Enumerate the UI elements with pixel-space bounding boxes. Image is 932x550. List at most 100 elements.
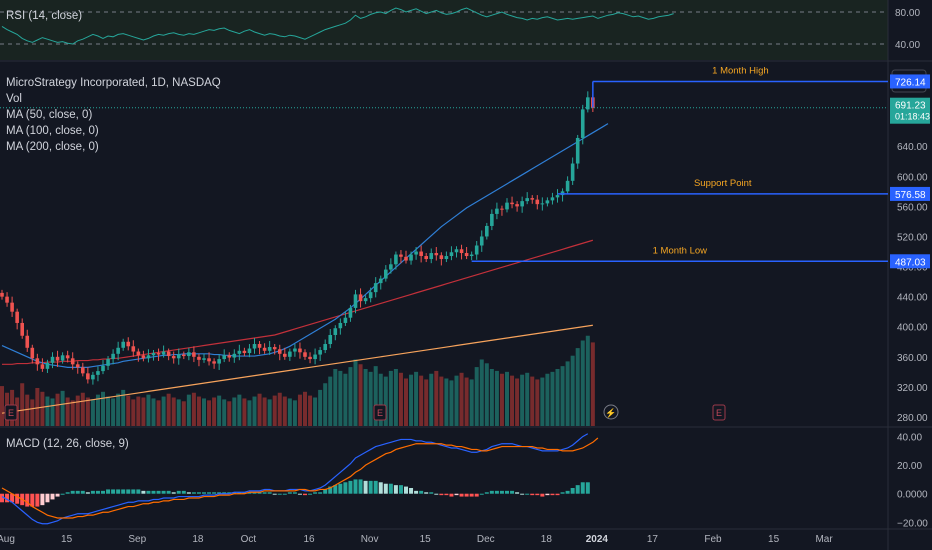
candle-body[interactable] (389, 264, 393, 270)
candle-body[interactable] (65, 355, 70, 359)
candle-body[interactable] (60, 355, 65, 361)
candle-body[interactable] (96, 371, 100, 375)
candle-body[interactable] (500, 208, 504, 210)
candle-body[interactable] (409, 254, 413, 261)
candle-body[interactable] (161, 351, 166, 355)
earnings-marker[interactable] (4, 404, 18, 421)
candle-body[interactable] (288, 351, 292, 357)
candle-body[interactable] (5, 296, 9, 303)
candle-body[interactable] (525, 198, 529, 202)
candle-body[interactable] (520, 201, 524, 207)
candle-body[interactable] (353, 294, 358, 308)
candle-body[interactable] (429, 253, 434, 260)
candle-body[interactable] (348, 307, 353, 318)
candle-body[interactable] (404, 256, 408, 261)
candle-body[interactable] (373, 283, 378, 293)
candle-body[interactable] (363, 298, 368, 302)
candle-body[interactable] (570, 163, 575, 181)
candle-body[interactable] (10, 302, 14, 312)
candle-body[interactable] (151, 353, 156, 356)
candle-body[interactable] (444, 256, 449, 260)
ma200-indicator-label[interactable]: MA (200, close, 0) (6, 141, 99, 153)
candle-body[interactable] (414, 251, 418, 255)
candle-body[interactable] (267, 347, 272, 351)
candle-body[interactable] (464, 253, 469, 257)
candle-body[interactable] (207, 358, 211, 362)
candle-body[interactable] (146, 355, 151, 359)
candle-body[interactable] (222, 355, 226, 360)
candle-body[interactable] (313, 354, 317, 360)
candle-body[interactable] (101, 365, 105, 372)
candle-body[interactable] (459, 249, 464, 254)
candle-body[interactable] (25, 335, 30, 348)
ma50-indicator-label[interactable]: MA (50, close, 0) (6, 109, 93, 121)
candle-body[interactable] (176, 354, 181, 359)
candle-body[interactable] (328, 335, 333, 345)
candle-body[interactable] (303, 352, 307, 357)
candle-body[interactable] (75, 364, 80, 368)
candle-body[interactable] (530, 198, 535, 200)
candle-body[interactable] (565, 180, 570, 192)
candle-body[interactable] (257, 344, 262, 348)
candle-body[interactable] (495, 208, 499, 214)
candle-body[interactable] (131, 346, 136, 352)
candle-body[interactable] (156, 353, 161, 355)
candle-body[interactable] (384, 269, 388, 279)
lightning-icon[interactable] (603, 404, 619, 420)
candle-body[interactable] (30, 347, 35, 359)
candle-body[interactable] (575, 137, 580, 164)
candle-body[interactable] (242, 350, 247, 354)
candle-body[interactable] (106, 359, 110, 366)
candle-body[interactable] (111, 353, 115, 360)
candle-body[interactable] (15, 311, 19, 323)
candle-body[interactable] (40, 364, 45, 369)
candle-body[interactable] (378, 278, 383, 284)
volume-indicator-label[interactable]: Vol (6, 93, 22, 105)
candle-body[interactable] (277, 349, 282, 354)
candle-body[interactable] (510, 202, 514, 205)
candle-body[interactable] (171, 356, 176, 359)
candle-body[interactable] (474, 245, 479, 255)
candle-body[interactable] (141, 355, 146, 359)
candle-body[interactable] (323, 344, 327, 351)
candle-body[interactable] (394, 254, 398, 265)
candle-body[interactable] (272, 347, 277, 350)
earnings-marker[interactable] (712, 404, 726, 421)
candle-body[interactable] (182, 354, 186, 357)
candle-body[interactable] (35, 358, 40, 365)
candle-body[interactable] (298, 348, 302, 353)
symbol-title[interactable]: MicroStrategy Incorporated, 1D, NASDAQ (6, 77, 221, 89)
candle-body[interactable] (293, 348, 297, 352)
candle-body[interactable] (0, 292, 4, 297)
candle-body[interactable] (237, 350, 242, 354)
candle-body[interactable] (419, 251, 423, 257)
candle-body[interactable] (469, 254, 474, 257)
candle-body[interactable] (515, 204, 519, 207)
candle-body[interactable] (283, 353, 287, 357)
candle-body[interactable] (136, 351, 141, 356)
candle-body[interactable] (227, 355, 232, 358)
candle-body[interactable] (368, 292, 373, 299)
candle-body[interactable] (434, 253, 439, 256)
candle-body[interactable] (454, 249, 459, 253)
candle-body[interactable] (535, 199, 540, 205)
candle-body[interactable] (479, 236, 484, 246)
candle-body[interactable] (126, 341, 131, 347)
candle-body[interactable] (580, 109, 585, 138)
candle-body[interactable] (45, 362, 50, 369)
candle-body[interactable] (212, 361, 216, 364)
candle-body[interactable] (338, 322, 343, 329)
candle-body[interactable] (166, 351, 171, 357)
candle-body[interactable] (358, 294, 363, 302)
candle-body[interactable] (50, 356, 55, 363)
candle-body[interactable] (232, 353, 237, 358)
candle-body[interactable] (70, 358, 75, 365)
ma100-indicator-label[interactable]: MA (100, close, 0) (6, 125, 99, 137)
candle-body[interactable] (505, 202, 509, 210)
candle-body[interactable] (86, 373, 90, 380)
candle-body[interactable] (343, 317, 348, 323)
earnings-marker[interactable] (373, 404, 387, 421)
candle-body[interactable] (333, 328, 338, 335)
candle-body[interactable] (485, 225, 489, 237)
